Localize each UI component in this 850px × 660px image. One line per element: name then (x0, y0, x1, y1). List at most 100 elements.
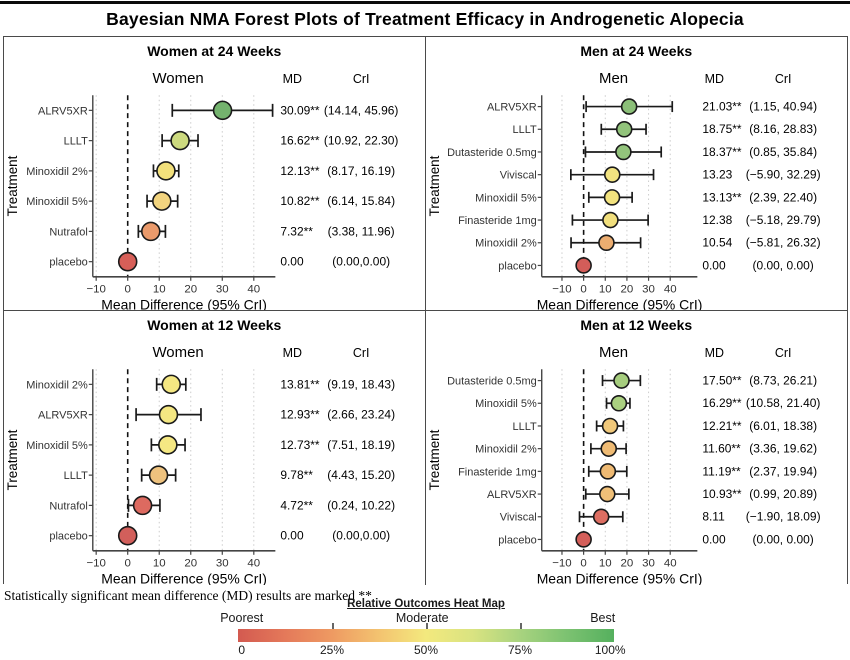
treatment-label: Minoxidil 5% (26, 440, 88, 452)
treatment-label: Dutasteride 0.5mg (447, 147, 537, 159)
md-value: 12.73** (280, 438, 320, 452)
md-value: 10.54 (702, 236, 732, 250)
x-tick-label: 40 (663, 284, 676, 296)
forest-row: Viviscal 8.11 (−1.90, 18.09) (499, 508, 820, 526)
cri-header: CrI (774, 346, 791, 360)
md-point (212, 100, 233, 121)
forest-row: placebo 0.00 (0.00,0.00) (49, 251, 390, 272)
md-value: 10.82** (280, 194, 320, 208)
treatment-label: Viviscal (499, 512, 536, 524)
treatment-label: ALRV5XR (38, 410, 88, 422)
group-header: Men (599, 344, 628, 361)
md-value: 4.72** (280, 498, 313, 512)
heatmap-label-best: Best (590, 611, 616, 625)
cri-value: (1.15, 40.94) (749, 100, 817, 114)
md-point (117, 251, 138, 272)
x-tick-label: 10 (598, 558, 611, 570)
md-point (574, 257, 592, 274)
md-value: 12.93** (280, 408, 320, 422)
md-value: 0.00 (702, 258, 726, 272)
panel-title-men-12w: Men at 12 Weeks (580, 317, 693, 333)
md-value: 7.32** (280, 224, 313, 238)
treatment-label: Viviscal (499, 170, 536, 182)
treatment-label: Minoxidil 5% (26, 196, 88, 208)
x-tick-label: 10 (153, 558, 166, 570)
heatmap-labels: Poorest Moderate Best (220, 611, 616, 626)
panel-title-women-24w: Women at 24 Weeks (147, 43, 282, 59)
treatment-label: ALRV5XR (486, 489, 536, 501)
heatmap-label-poorest: Poorest (220, 611, 264, 625)
md-point (603, 189, 620, 206)
x-tick-label: −10 (86, 284, 105, 296)
treatment-label: Dutasteride 0.5mg (447, 376, 537, 388)
x-tick-label: 10 (153, 284, 166, 296)
md-header: MD (283, 72, 302, 86)
x-tick-label: 40 (247, 558, 260, 570)
forest-row: placebo 0.00 (0.00, 0.00) (498, 531, 813, 548)
x-tick-label: 0 (125, 284, 131, 296)
md-point (148, 465, 169, 485)
group-header: Men (599, 70, 628, 87)
md-point (620, 98, 637, 115)
cri-value: (0.00, 0.00) (752, 532, 813, 546)
md-point (610, 394, 627, 412)
md-value: 0.00 (280, 529, 304, 543)
md-point (614, 143, 632, 161)
cri-value: (8.16, 28.83) (749, 122, 817, 136)
x-tick-label: 30 (642, 284, 655, 296)
cri-value: (10.58, 21.40) (745, 396, 820, 410)
cri-value: (0.00,0.00) (332, 255, 390, 269)
md-value: 21.03** (702, 100, 742, 114)
forest-row: Minoxidil 2% 13.81** (9.19, 18.43) (26, 374, 395, 395)
forest-row: Nutrafol 7.32** (3.38, 11.96) (49, 221, 395, 242)
treatment-label: Finasteride 1mg (458, 215, 537, 227)
md-value: 11.60** (702, 442, 741, 456)
forest-row: LLLT 9.78** (4.43, 15.20) (64, 465, 395, 485)
md-value: 16.29** (702, 396, 742, 410)
x-tick-label: 20 (184, 558, 197, 570)
treatment-label: Finasteride 1mg (458, 466, 537, 478)
md-value: 8.11 (702, 510, 725, 524)
heatmap-legend: Relative Outcomes Heat Map Poorest Moder… (220, 598, 625, 657)
cri-value: (4.43, 15.20) (327, 468, 395, 482)
cri-value: (9.19, 18.43) (327, 377, 395, 391)
cri-value: (0.99, 20.89) (749, 487, 817, 501)
x-tick-label: 30 (642, 558, 655, 570)
cri-value: (−5.90, 32.29) (745, 168, 820, 182)
x-tick-label: 40 (247, 284, 260, 296)
treatment-label: placebo (498, 534, 536, 546)
cri-value: (0.00, 0.00) (752, 258, 813, 272)
md-header: MD (704, 72, 723, 86)
heatmap-tick-50 (426, 623, 428, 629)
md-point (574, 531, 592, 548)
md-header: MD (283, 346, 302, 360)
treatment-label: placebo (49, 257, 87, 269)
md-value: 17.50** (702, 374, 742, 388)
heatmap-scale-50: 50% (413, 643, 439, 657)
x-axis-label: Mean Difference (95% CrI) (536, 297, 702, 311)
panel-women-24w: Women at 24 Weeks −10 0 10 20 30 40 Women MD CrI… (4, 37, 426, 311)
treatment-label: placebo (498, 260, 536, 272)
x-tick-label: 30 (216, 284, 229, 296)
cri-value: (−5.81, 26.32) (745, 236, 820, 250)
x-axis-label: Mean Difference (95% CrI) (536, 571, 702, 585)
md-point (603, 166, 621, 183)
forest-row: ALRV5XR 12.93** (2.66, 23.24) (38, 404, 395, 425)
forest-row: Viviscal 13.23 (−5.90, 32.29) (499, 166, 820, 183)
heatmap-scale-25: 25% (319, 643, 345, 657)
x-tick-label: −10 (552, 284, 571, 296)
md-point (598, 485, 616, 503)
cri-value: (0.85, 35.84) (749, 145, 817, 159)
forest-row: LLLT 12.21** (6.01, 18.38) (512, 417, 817, 435)
md-value: 0.00 (280, 255, 304, 269)
panel-title-men-24w: Men at 24 Weeks (580, 43, 693, 59)
md-value: 11.19** (702, 464, 741, 478)
cri-value: (7.51, 18.19) (327, 438, 395, 452)
treatment-label: Minoxidil 2% (475, 238, 537, 250)
cri-value: (0.00,0.00) (332, 529, 390, 543)
forest-row: Dutasteride 0.5mg 17.50** (8.73, 26.21) (447, 372, 817, 389)
cri-value: (8.73, 26.21) (749, 374, 817, 388)
cri-value: (−5.18, 29.79) (745, 213, 820, 227)
md-value: 18.75** (702, 122, 742, 136)
